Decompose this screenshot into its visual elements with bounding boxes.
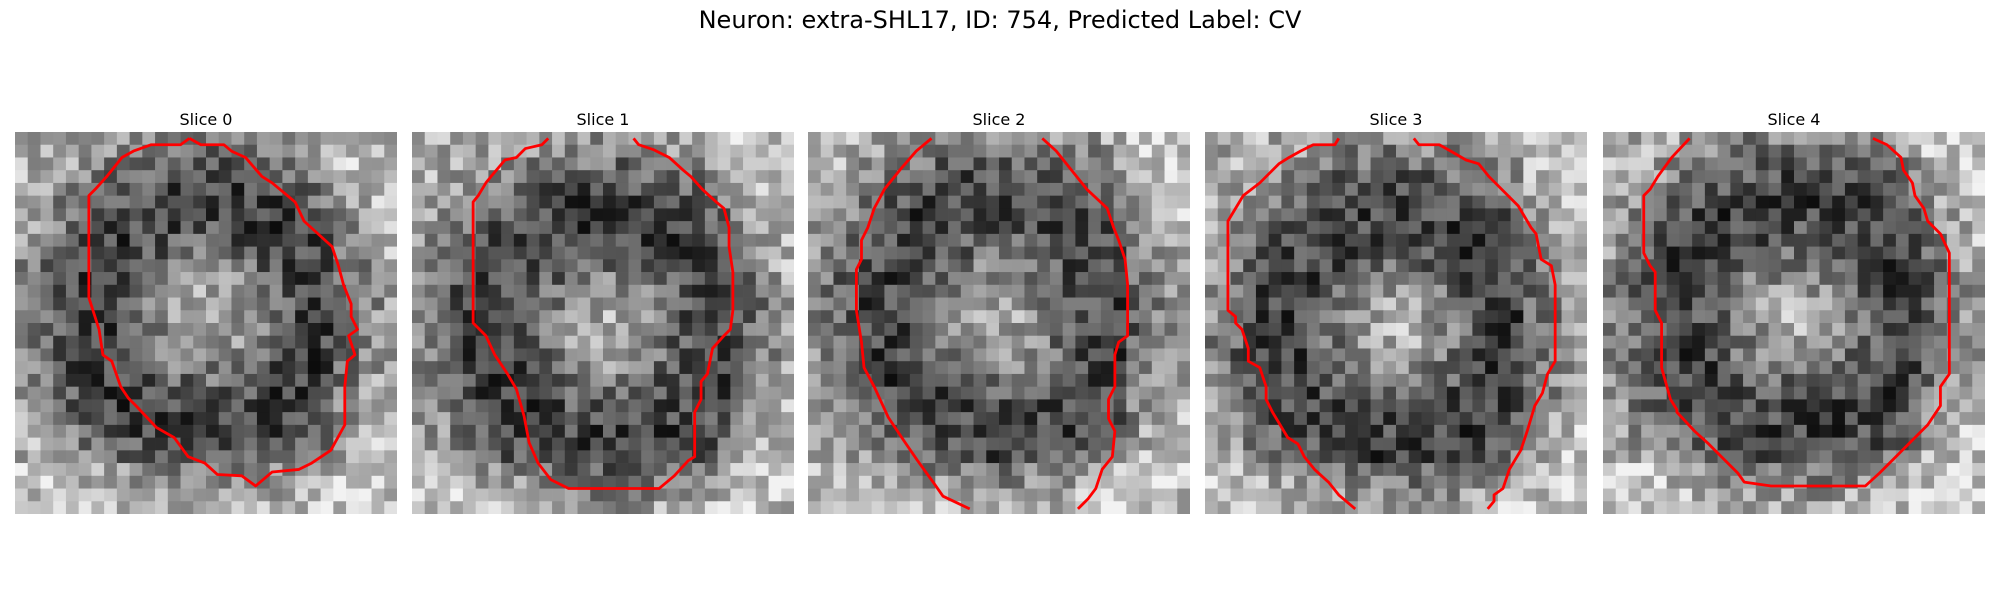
slice-title-0: Slice 0 <box>179 110 233 129</box>
slice-image-2 <box>808 132 1190 514</box>
slice-image-1 <box>412 132 794 514</box>
slice-panel-1: Slice 1 <box>412 108 794 514</box>
pixel-grid <box>412 132 794 514</box>
contour-line <box>1226 137 1357 510</box>
slice-image-4 <box>1603 132 1985 514</box>
slice-title-4: Slice 4 <box>1767 110 1821 129</box>
slice-title-2: Slice 2 <box>972 110 1026 129</box>
pixel-grid <box>808 132 1190 514</box>
contour-line <box>87 137 359 488</box>
contour-line <box>854 137 971 511</box>
slice-panel-0: Slice 0 <box>15 108 397 514</box>
slice-image-0 <box>15 132 397 514</box>
figure-title: Neuron: extra-SHL17, ID: 754, Predicted … <box>698 6 1302 34</box>
slice-title-3: Slice 3 <box>1369 110 1423 129</box>
pixel-grid <box>1603 132 1985 514</box>
slice-title-1: Slice 1 <box>576 110 630 129</box>
slice-image-3 <box>1205 132 1587 514</box>
contour-line <box>1412 137 1557 510</box>
contour-line <box>1041 137 1130 510</box>
slice-panel-2: Slice 2 <box>808 108 1190 514</box>
contour-line <box>471 137 735 490</box>
contour-line <box>1642 137 1951 488</box>
pixel-grid <box>15 132 397 514</box>
pixel-grid <box>1205 132 1587 514</box>
slice-panel-3: Slice 3 <box>1205 108 1587 514</box>
slice-panel-4: Slice 4 <box>1603 108 1985 514</box>
